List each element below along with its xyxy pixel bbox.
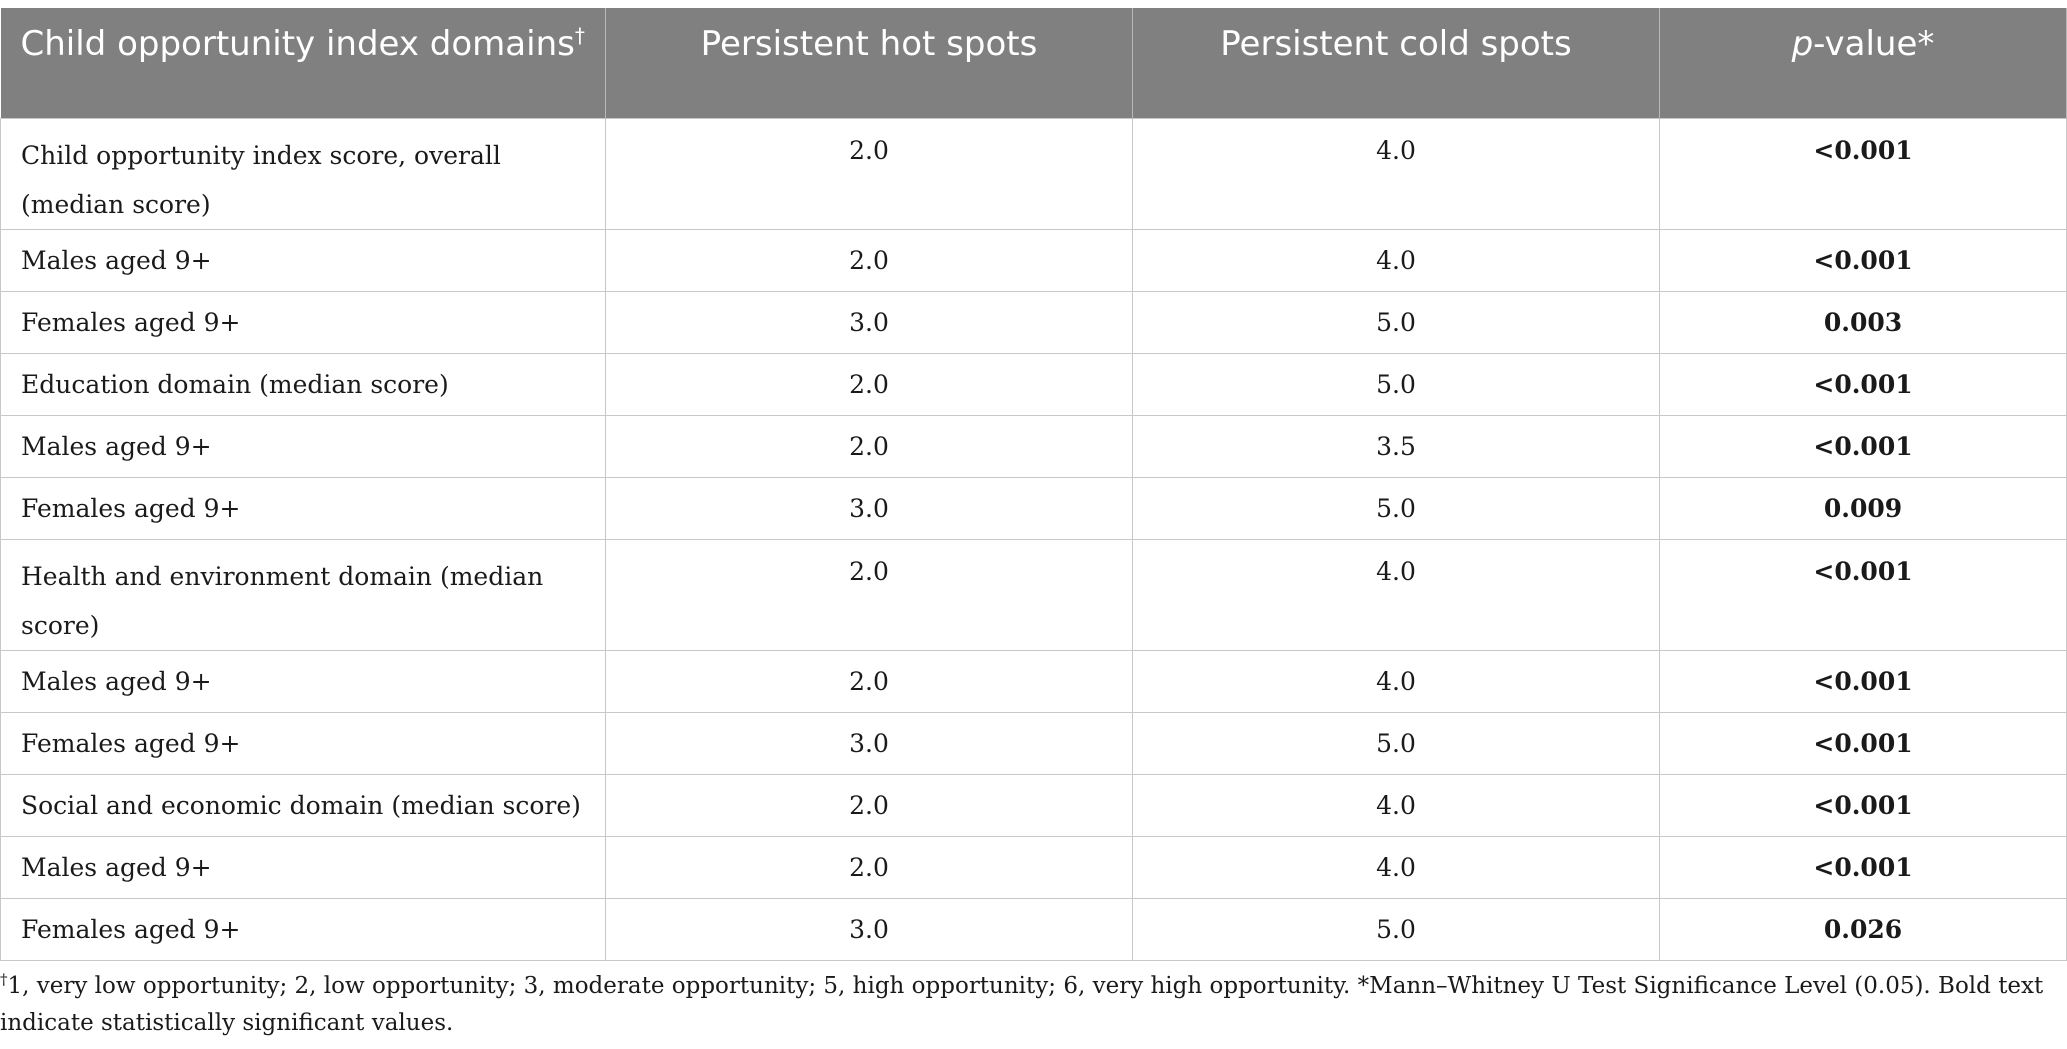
row-label: Females aged 9+: [0, 897, 606, 961]
hot-spots-value: 3.0: [605, 711, 1133, 775]
hot-spots-value: 3.0: [605, 897, 1133, 961]
p-value: 0.026: [1659, 897, 2067, 961]
p-value: <0.001: [1659, 352, 2067, 416]
table-row: Females aged 9+ 3.0 5.0 0.003: [0, 290, 2067, 354]
cold-spots-value: 4.0: [1132, 773, 1660, 837]
cold-spots-value: 4.0: [1132, 649, 1660, 713]
row-label: Females aged 9+: [0, 290, 606, 354]
hot-spots-value: 2.0: [605, 835, 1133, 899]
header-domains-mark: †: [574, 23, 585, 48]
header-p-italic: p: [1791, 24, 1814, 64]
p-value: <0.001: [1659, 835, 2067, 899]
hot-spots-value: 2.0: [605, 352, 1133, 416]
cold-spots-value: 5.0: [1132, 711, 1660, 775]
table-row: Males aged 9+ 2.0 4.0 <0.001: [0, 228, 2067, 292]
footnote-mark: †: [0, 970, 8, 989]
row-label: Child opportunity index score, overall (…: [0, 117, 606, 230]
hot-spots-value: 2.0: [605, 773, 1133, 837]
cold-spots-value: 4.0: [1132, 835, 1660, 899]
p-value: <0.001: [1659, 228, 2067, 292]
row-label: Females aged 9+: [0, 476, 606, 540]
row-label: Education domain (median score): [0, 352, 606, 416]
table-row: Child opportunity index score, overall (…: [0, 117, 2067, 230]
row-label: Males aged 9+: [0, 835, 606, 899]
header-p-value: p-value*: [1659, 8, 2067, 118]
p-value: 0.009: [1659, 476, 2067, 540]
table-row: Education domain (median score) 2.0 5.0 …: [0, 352, 2067, 416]
footnote-text: 1, very low opportunity; 2, low opportun…: [0, 973, 2044, 1036]
table-footnote: †1, very low opportunity; 2, low opportu…: [0, 968, 2060, 1042]
header-domains-label: Child opportunity index domains: [20, 24, 575, 64]
cold-spots-value: 3.5: [1132, 414, 1660, 478]
p-value: <0.001: [1659, 773, 2067, 837]
table-row: Males aged 9+ 2.0 4.0 <0.001: [0, 649, 2067, 713]
row-label: Males aged 9+: [0, 649, 606, 713]
table-row: Social and economic domain (median score…: [0, 773, 2067, 837]
row-label: Males aged 9+: [0, 228, 606, 292]
p-value: <0.001: [1659, 538, 2067, 651]
p-value: <0.001: [1659, 414, 2067, 478]
header-cold-spots: Persistent cold spots: [1132, 8, 1660, 118]
table-row: Females aged 9+ 3.0 5.0 0.026: [0, 897, 2067, 961]
cold-spots-value: 5.0: [1132, 476, 1660, 540]
row-label: Females aged 9+: [0, 711, 606, 775]
header-domains: Child opportunity index domains†: [0, 8, 606, 118]
cold-spots-value: 5.0: [1132, 352, 1660, 416]
hot-spots-value: 3.0: [605, 476, 1133, 540]
table-row: Males aged 9+ 2.0 4.0 <0.001: [0, 835, 2067, 899]
header-p-rest: -value*: [1813, 24, 1935, 64]
row-label: Social and economic domain (median score…: [0, 773, 606, 837]
p-value: 0.003: [1659, 290, 2067, 354]
cold-spots-value: 5.0: [1132, 290, 1660, 354]
hot-spots-value: 2.0: [605, 649, 1133, 713]
results-table-container: Child opportunity index domains† Persist…: [0, 8, 2067, 961]
header-hot-spots: Persistent hot spots: [605, 8, 1133, 118]
table-header-row: Child opportunity index domains† Persist…: [0, 8, 2067, 118]
cold-spots-value: 4.0: [1132, 228, 1660, 292]
table-row: Females aged 9+ 3.0 5.0 <0.001: [0, 711, 2067, 775]
p-value: <0.001: [1659, 711, 2067, 775]
results-table: Child opportunity index domains† Persist…: [0, 8, 2067, 961]
p-value: <0.001: [1659, 649, 2067, 713]
p-value: <0.001: [1659, 117, 2067, 230]
row-label: Males aged 9+: [0, 414, 606, 478]
table-row: Males aged 9+ 2.0 3.5 <0.001: [0, 414, 2067, 478]
hot-spots-value: 2.0: [605, 117, 1133, 230]
cold-spots-value: 4.0: [1132, 538, 1660, 651]
hot-spots-value: 2.0: [605, 538, 1133, 651]
table-row: Females aged 9+ 3.0 5.0 0.009: [0, 476, 2067, 540]
table-row: Health and environment domain (median sc…: [0, 538, 2067, 651]
hot-spots-value: 2.0: [605, 414, 1133, 478]
cold-spots-value: 5.0: [1132, 897, 1660, 961]
row-label: Health and environment domain (median sc…: [0, 538, 606, 651]
cold-spots-value: 4.0: [1132, 117, 1660, 230]
hot-spots-value: 2.0: [605, 228, 1133, 292]
hot-spots-value: 3.0: [605, 290, 1133, 354]
